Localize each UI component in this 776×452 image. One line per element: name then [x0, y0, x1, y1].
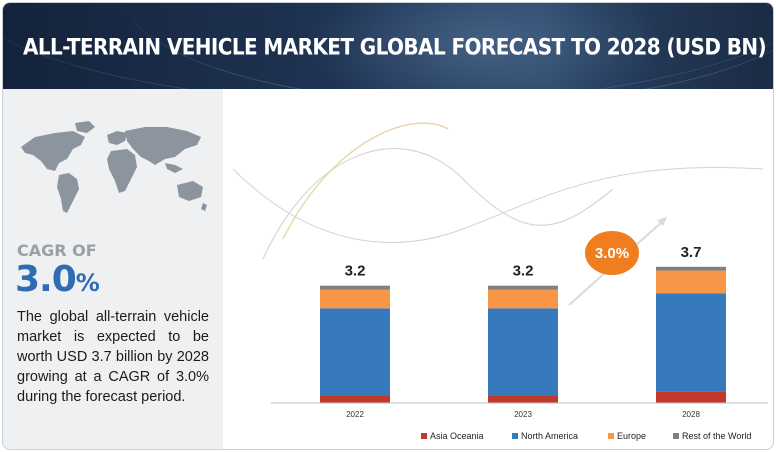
- legend-swatch: [512, 433, 518, 439]
- legend-swatch: [421, 433, 427, 439]
- bar-segment: [656, 391, 726, 403]
- market-description: The global all-terrain vehicle market is…: [17, 309, 209, 405]
- bar-segment: [320, 285, 390, 290]
- cagr-value: 3.0%: [15, 259, 100, 300]
- bar-total-label: 3.7: [681, 244, 702, 261]
- title-banner: ALL-TERRAIN VEHICLE MARKET GLOBAL FORECA…: [3, 3, 773, 89]
- bar-segment: [656, 270, 726, 294]
- world-map-icon: [21, 121, 207, 213]
- bar-segment: [488, 395, 558, 403]
- cagr-unit: %: [75, 269, 100, 297]
- legend-swatch: [608, 433, 614, 439]
- legend-label: Asia Oceania: [430, 431, 484, 441]
- cagr-number: 3.0: [15, 259, 77, 300]
- bar-segment: [656, 266, 726, 271]
- legend-label: Rest of the World: [682, 431, 751, 441]
- bar-segment: [320, 395, 390, 403]
- bar-total-label: 3.2: [345, 263, 366, 280]
- x-tick-label: 2028: [682, 410, 700, 419]
- cagr-label: CAGR OF: [17, 241, 97, 260]
- page-title: ALL-TERRAIN VEHICLE MARKET GLOBAL FORECA…: [23, 33, 767, 60]
- bar-segment: [320, 308, 390, 396]
- cagr-badge: 3.0%: [585, 231, 639, 275]
- decorative-swooshes: [232, 122, 764, 260]
- bar-segment: [656, 293, 726, 392]
- bar-segment: [320, 289, 390, 309]
- legend-label: North America: [521, 431, 578, 441]
- chart-area: 3.2 3.2 3.7 2022 2023 2028 Asia Oceania North…: [223, 89, 773, 449]
- bar-segment: [488, 308, 558, 396]
- stacked-bar-chart: 3.2 3.2 3.7 2022 2023 2028 Asia Oceania North…: [232, 122, 768, 441]
- bar-segment: [488, 289, 558, 309]
- x-tick-label: 2022: [346, 410, 364, 419]
- legend-swatch: [673, 433, 679, 439]
- x-tick-label: 2023: [514, 410, 532, 419]
- summary-panel: CAGR OF 3.0% The global all-terrain vehi…: [3, 89, 223, 449]
- legend-label: Europe: [617, 431, 646, 441]
- bar-total-label: 3.2: [513, 263, 534, 280]
- bar-segment: [488, 285, 558, 290]
